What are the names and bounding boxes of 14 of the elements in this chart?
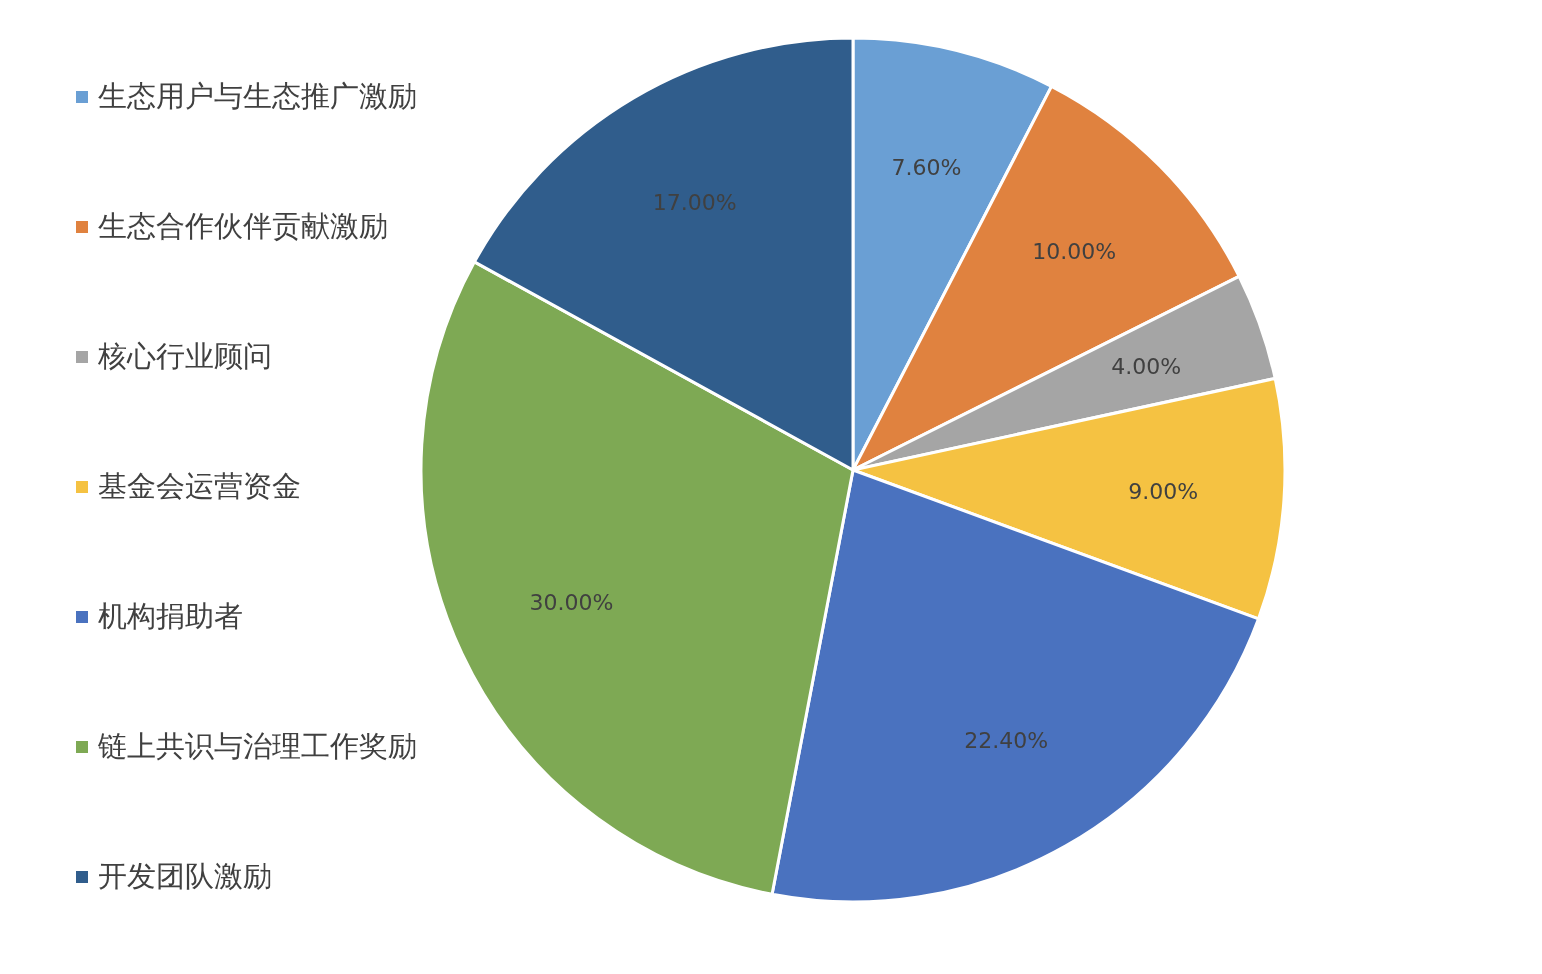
legend-label: 链上共识与治理工作奖励 bbox=[98, 728, 417, 765]
data-label: 9.00% bbox=[1128, 478, 1199, 504]
legend-label: 生态合作伙伴贡献激励 bbox=[98, 208, 388, 245]
legend-label: 生态用户与生态推广激励 bbox=[98, 78, 417, 115]
data-label: 4.00% bbox=[1111, 353, 1182, 379]
data-label: 30.00% bbox=[529, 589, 614, 615]
legend-label: 机构捐助者 bbox=[98, 598, 243, 635]
data-label: 7.60% bbox=[891, 155, 962, 181]
data-label: 10.00% bbox=[1032, 238, 1117, 264]
legend-label: 基金会运营资金 bbox=[98, 468, 301, 505]
legend-label: 开发团队激励 bbox=[98, 858, 272, 895]
data-label: 22.40% bbox=[964, 728, 1049, 754]
legend-label: 核心行业顾问 bbox=[98, 338, 272, 375]
data-label: 17.00% bbox=[652, 189, 737, 215]
